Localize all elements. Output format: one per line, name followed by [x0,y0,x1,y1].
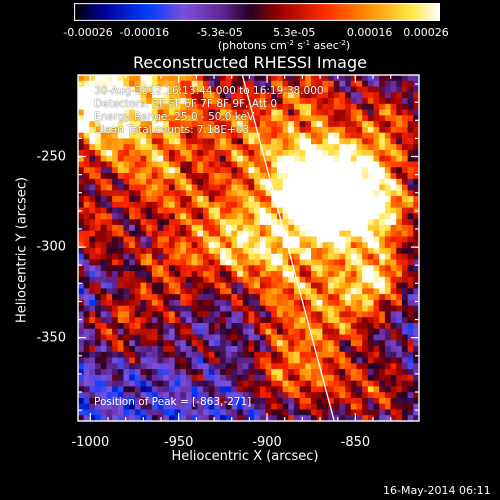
peak-position-label: Position of Peak = [-863,-271] [94,396,252,408]
y-tick-label: -300 [36,239,66,255]
x-tick-label: -900 [252,435,282,450]
plot-title: Reconstructed RHESSI Image [133,53,367,72]
rhessi-heatmap [78,75,420,422]
x-axis-title: Heliocentric X (arcsec) [171,449,319,464]
colorbar [74,3,440,21]
colorbar-tick-label: 0.00026 [403,26,449,39]
y-tick-label: -350 [36,330,66,346]
colorbar-tick-label: -5.3e-05 [196,26,243,39]
colorbar-tick-label: -0.00026 [63,26,113,39]
x-tick-label: -1000 [71,435,110,450]
colorbar-tick-label: 5.3e-05 [273,26,316,39]
x-tick-label: -850 [340,435,371,450]
axis-ticks [78,75,419,421]
info-energy-range: Energy Range: 25.0 - 50.0 keV [94,111,255,123]
solar-limb-line [241,74,335,422]
plot-frame [77,74,420,422]
y-tick-label: -250 [36,149,66,165]
timestamp: 16-May-2014 06:11 [383,484,491,497]
x-tick-label: -950 [163,435,194,450]
info-time-range: 30-Aug-2012 16:13:44.000 to 16:19:38.000 [94,85,324,97]
y-axis-title: Heliocentric Y (arcsec) [14,177,30,323]
colorbar-tick-label: 0.00016 [346,26,393,39]
info-method-counts: Clean Total counts: 7.18E+03 [94,124,250,136]
info-detectors: Detectors: 3F 5F 6F 7F 8F 9F, Att 0 [94,98,278,110]
colorbar-tick-label: -0.00016 [119,26,170,39]
colorbar-units: (photons cm-2 s-1 asec-2) [217,39,351,52]
